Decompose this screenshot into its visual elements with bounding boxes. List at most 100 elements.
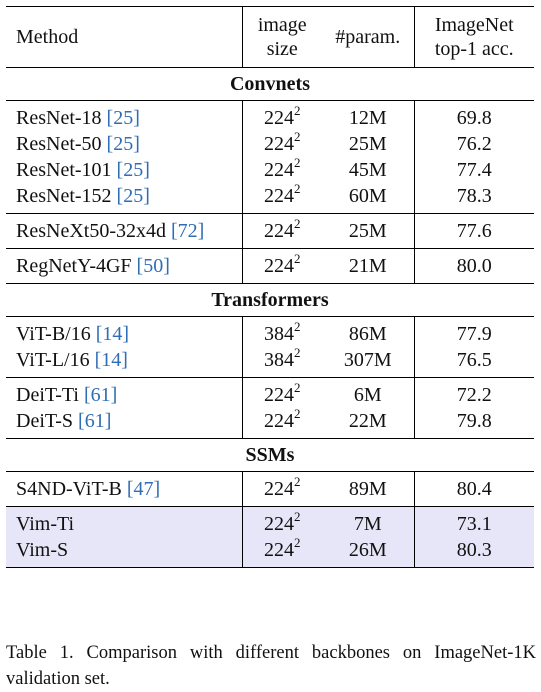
cell-accuracy: 77.6 [413,213,534,249]
image-size-exponent: 2 [294,345,301,360]
cell-accuracy: 72.2 [413,377,534,408]
table-row: RegNetY-4GF [50] 2242 21M 80.0 [6,248,534,284]
table-row: ResNet-50 [25] 2242 25M 76.2 [6,129,534,157]
image-size-exponent: 2 [294,474,301,489]
table-row: ViT-L/16 [14] 3842 307M 76.5 [6,345,534,378]
cell-params: 25M [348,133,387,155]
citation-link[interactable]: [72] [170,220,205,242]
section-title: Convnets [6,67,534,101]
method-name: Vim-S [16,539,69,561]
table-row-highlighted: Vim-Ti 2242 7M 73.1 [6,506,534,537]
cell-image-size: 2242 [241,535,322,568]
method-name: ViT-B/16 [16,323,91,345]
cell-params: 26M [322,537,414,568]
citation-link[interactable]: [61] [78,410,112,432]
cell-image-size: 2242 [241,155,322,183]
image-size-exponent: 2 [294,251,301,266]
cell-image-size: 2242 [241,100,322,131]
cell-method: Vim-Ti [6,506,242,537]
image-size-exponent: 2 [294,181,301,196]
cell-params: 6M [322,377,414,408]
cell-image-size: 2242 [241,213,322,249]
cell-accuracy: 80.4 [413,471,534,507]
cell-accuracy: 78.3 [413,183,534,214]
citation-link[interactable]: [14] [94,349,128,371]
citation-link[interactable]: [47] [126,478,161,500]
cell-params: 60M [348,185,387,207]
cell-params: 25M [322,213,414,249]
image-size-exponent: 2 [294,380,301,395]
header-params: #param. [322,6,414,68]
method-name: ResNet-101 [16,159,112,181]
cell-accuracy: 79.8 [413,408,534,439]
citation-link[interactable]: [14] [95,323,130,345]
image-size-value: 224 [264,478,294,500]
cell-accuracy: 77.9 [413,316,534,347]
image-size-value: 224 [264,185,294,207]
image-size-value: 224 [264,159,294,181]
table-caption: Table 1. Comparison with different backb… [6,643,536,689]
citation-link[interactable]: [25] [106,107,140,129]
header-acc-line1: ImageNet [434,14,514,36]
cell-image-size: 2242 [241,407,322,439]
image-size-value: 224 [264,133,294,155]
cell-image-size: 2242 [241,506,322,537]
cell-params: 89M [322,471,414,507]
header-size-line1: image [257,14,307,36]
image-size-exponent: 2 [294,155,301,170]
cell-method: S4ND-ViT-B [47] [6,471,242,507]
citation-link[interactable]: [50] [136,255,170,277]
table-row-highlighted: Vim-S 2242 26M 80.3 [6,535,534,568]
table-row: ResNeXt50-32x4d [72] 2242 25M 77.6 [6,213,534,249]
backbone-comparison-table: Method image size #param. ImageNet top-1 a… [6,6,534,568]
method-name: ViT-L/16 [16,349,90,371]
header-acc-line2: top-1 acc. [434,38,514,60]
table-row: DeiT-S [61] 2242 22M 79.8 [6,407,534,439]
method-name: DeiT-Ti [16,384,79,406]
image-size-value: 384 [264,323,294,345]
section-title: Transformers [6,283,534,317]
method-name: ResNet-50 [16,133,102,155]
image-size-exponent: 2 [294,535,301,550]
cell-image-size: 2242 [241,377,322,408]
cell-params: 12M [322,100,414,131]
image-size-exponent: 2 [294,129,301,144]
cell-method: DeiT-S [61] [6,408,242,439]
cell-image-size: 2242 [241,129,322,157]
cell-method: ViT-B/16 [14] [6,316,242,347]
method-name: ResNeXt50-32x4d [16,220,166,242]
section-title: SSMs [6,438,534,472]
section-row-ssms: SSMs [6,438,534,472]
cell-accuracy: 69.8 [413,100,534,131]
citation-link[interactable]: [25] [106,133,140,155]
image-size-value: 224 [264,384,294,406]
cell-accuracy: 76.2 [413,131,534,157]
header-image-size: image size [241,6,322,68]
comparison-table-container: Method image size #param. ImageNet top-1 a… [6,6,534,568]
table-row: ResNet-18 [25] 2242 12M 69.8 [6,100,534,131]
cell-accuracy: 77.4 [413,157,534,183]
method-name: Vim-Ti [16,513,75,535]
cell-method: ResNet-101 [25] [6,157,242,183]
image-size-value: 384 [264,349,294,371]
method-name: ResNet-152 [16,185,112,207]
cell-accuracy: 80.0 [413,248,534,284]
cell-params: 45M [348,159,387,181]
image-size-value: 224 [264,220,294,242]
cell-method: RegNetY-4GF [50] [6,248,242,284]
citation-link[interactable]: [25] [116,185,150,207]
citation-link[interactable]: [61] [84,384,118,406]
image-size-exponent: 2 [294,509,301,524]
cell-method: ResNet-50 [25] [6,131,242,157]
image-size-value: 224 [264,410,294,432]
cell-image-size: 3842 [241,345,322,378]
method-name: DeiT-S [16,410,74,432]
method-name: ResNet-18 [16,107,102,129]
table-row: ResNet-152 [25] 2242 60M 78.3 [6,181,534,214]
cell-params: 307M [343,349,392,371]
table-header-row: Method image size #param. ImageNet top-1 a… [6,6,534,68]
citation-link[interactable]: [25] [116,159,150,181]
table-row: S4ND-ViT-B [47] 2242 89M 80.4 [6,471,534,507]
cell-method: Vim-S [6,537,242,568]
cell-accuracy: 76.5 [413,347,534,378]
